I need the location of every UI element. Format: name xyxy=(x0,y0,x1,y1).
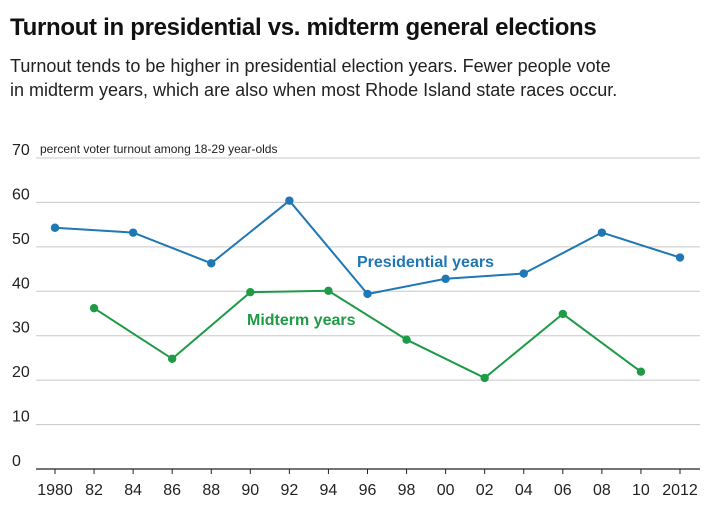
y-tick-70: 70 xyxy=(12,142,30,159)
x-tick-label-88: 88 xyxy=(202,482,220,499)
y-tick-60: 60 xyxy=(12,186,30,203)
point-midterm-years-2006 xyxy=(558,309,568,319)
x-tick-label-92: 92 xyxy=(280,482,298,499)
x-tick-label-10: 10 xyxy=(632,482,650,499)
series-label-presidential-years: Presidential years xyxy=(357,254,494,271)
point-presidential-years-2012 xyxy=(675,253,685,262)
point-midterm-years-1986 xyxy=(167,354,177,364)
series-group: Presidential years Midterm years xyxy=(50,196,685,383)
chart-subtitle: Turnout tends to be higher in presidenti… xyxy=(10,54,710,102)
x-tick-label-06: 06 xyxy=(554,482,572,499)
point-presidential-years-1988 xyxy=(207,259,216,268)
point-presidential-years-2004 xyxy=(519,269,528,278)
y-tick-0: 0 xyxy=(12,453,21,470)
y-tick-10: 10 xyxy=(12,409,30,426)
x-tick-label-82: 82 xyxy=(85,482,103,499)
x-tick-label-00: 00 xyxy=(437,482,455,499)
y-axis-label: percent voter turnout among 18-29 year-o… xyxy=(40,142,277,156)
x-tick-label-96: 96 xyxy=(359,482,377,499)
x-tick-label-02: 02 xyxy=(476,482,494,499)
subtitle-line-2: in midterm years, which are also when mo… xyxy=(10,80,618,100)
y-tick-20: 20 xyxy=(12,364,30,381)
x-axis: 1980 82 84 86 88 90 92 94 96 98 00 02 04 06 08 10 2012 xyxy=(36,468,700,499)
point-midterm-years-1998 xyxy=(402,335,411,344)
y-tick-30: 30 xyxy=(12,320,30,337)
point-presidential-years-1992 xyxy=(285,196,294,205)
point-midterm-years-2002 xyxy=(480,373,489,383)
x-tick-label-94: 94 xyxy=(320,482,338,499)
x-tick-label-1980: 1980 xyxy=(37,482,73,499)
point-presidential-years-1980 xyxy=(50,223,60,232)
point-presidential-years-2000 xyxy=(441,274,450,284)
point-presidential-years-1984 xyxy=(128,228,138,237)
point-midterm-years-1982 xyxy=(89,303,99,313)
series-label-midterm-years: Midterm years xyxy=(247,312,356,329)
x-tick-label-90: 90 xyxy=(241,482,259,499)
x-tick-label-08: 08 xyxy=(593,482,611,499)
subtitle-line-1: Turnout tends to be higher in presidenti… xyxy=(10,56,611,76)
point-midterm-years-1994 xyxy=(324,286,333,296)
x-tick-label-2012: 2012 xyxy=(662,482,698,499)
x-tick-label-86: 86 xyxy=(163,482,181,499)
y-tick-50: 50 xyxy=(12,231,30,248)
point-presidential-years-1996 xyxy=(363,289,372,299)
point-midterm-years-2010 xyxy=(636,367,646,376)
x-tick-label-84: 84 xyxy=(124,482,142,499)
x-tick-label-98: 98 xyxy=(398,482,416,499)
point-midterm-years-1990 xyxy=(246,287,255,297)
y-tick-40: 40 xyxy=(12,275,30,292)
point-presidential-years-2008 xyxy=(597,228,607,237)
series-line-midterm-years xyxy=(93,289,642,380)
x-tick-label-04: 04 xyxy=(515,482,533,499)
y-axis-ticks: 0 10 20 30 40 50 60 70 xyxy=(12,142,30,470)
chart-title: Turnout in presidential vs. midterm gene… xyxy=(10,14,597,41)
